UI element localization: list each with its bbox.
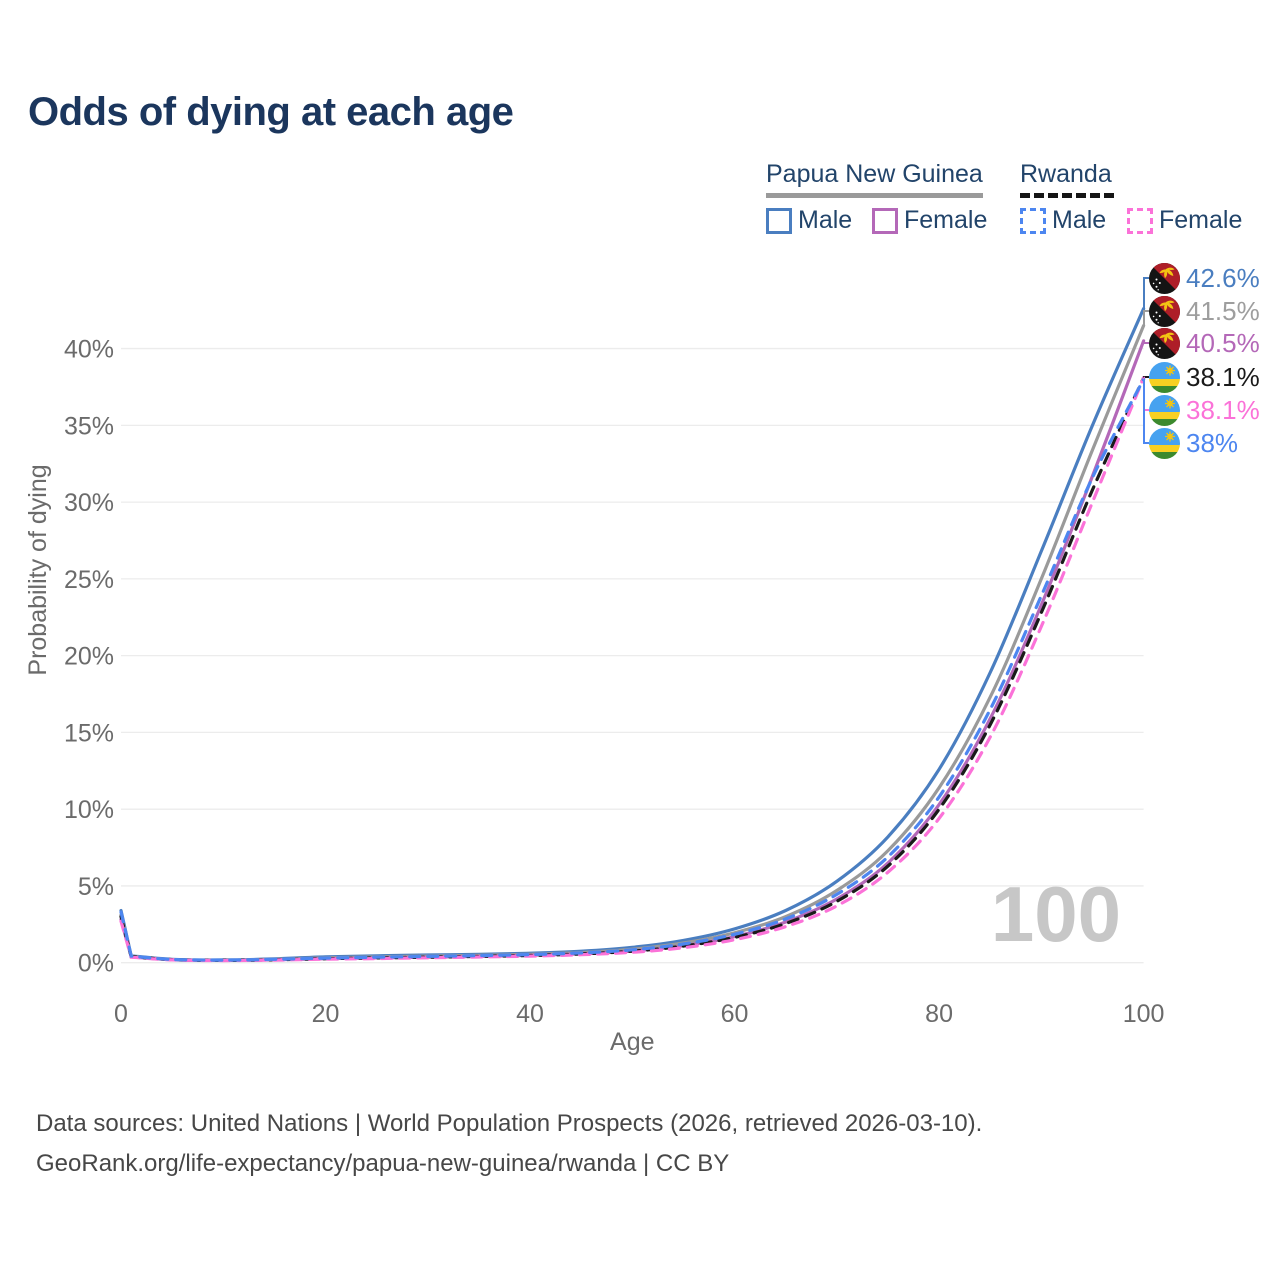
rwanda-male-swatch-icon <box>1020 207 1046 234</box>
x-tick-label: 20 <box>312 1000 340 1028</box>
x-tick-label: 80 <box>925 1000 953 1028</box>
legend-item-label: Female <box>904 206 988 234</box>
page-title: Odds of dying at each age <box>28 90 514 134</box>
x-tick-label: 0 <box>114 1000 128 1028</box>
end-label-row[interactable]: 38.1% <box>1149 394 1260 426</box>
papua-new-guinea-flag-icon <box>1149 295 1180 327</box>
legend-country-label: Rwanda <box>1020 160 1112 188</box>
y-tick-label: 30% <box>64 489 114 517</box>
rwanda-flag-icon <box>1149 361 1180 393</box>
rwanda-flag-icon <box>1149 394 1180 426</box>
end-label-value: 38.1% <box>1186 394 1260 425</box>
end-label-connector <box>1143 277 1149 310</box>
end-label-value: 38.1% <box>1186 361 1260 392</box>
end-label-row[interactable]: 40.5% <box>1149 327 1260 359</box>
png-female-swatch-icon <box>872 207 898 234</box>
end-label-connector <box>1143 378 1149 444</box>
x-tick-label: 40 <box>516 1000 544 1028</box>
legend-country-label: Papua New Guinea <box>766 160 983 188</box>
end-label-row[interactable]: 41.5% <box>1149 295 1260 327</box>
series-line-papua-new-guinea-combined[interactable] <box>119 324 1146 962</box>
y-axis-title: Probability of dying <box>24 464 52 675</box>
series-line-rwanda-female[interactable] <box>119 376 1146 963</box>
end-label-row[interactable]: 38% <box>1149 427 1239 459</box>
x-tick-label: 60 <box>721 1000 749 1028</box>
end-label-row[interactable]: 42.6% <box>1149 262 1260 294</box>
x-axis-title: Age <box>610 1028 654 1056</box>
y-tick-label: 0% <box>78 950 114 978</box>
end-label-value: 38% <box>1186 427 1239 458</box>
png-male-swatch-icon <box>766 207 792 234</box>
end-label-value: 42.6% <box>1186 262 1260 293</box>
end-label-value: 41.5% <box>1186 295 1260 326</box>
y-tick-label: 20% <box>64 643 114 671</box>
data-source-footer: Data sources: United Nations | World Pop… <box>36 1104 982 1184</box>
series-line-papua-new-guinea-female[interactable] <box>119 339 1146 963</box>
rwanda-flag-icon <box>1149 427 1180 459</box>
legend-item-label: Male <box>798 206 853 234</box>
end-label-connector <box>1143 310 1149 327</box>
data-source-line: Data sources: United Nations | World Pop… <box>36 1110 983 1137</box>
rwanda-female-swatch-icon <box>1127 207 1153 234</box>
y-tick-label: 35% <box>64 412 114 440</box>
attribution-line: GeoRank.org/life-expectancy/papua-new-gu… <box>36 1150 730 1177</box>
y-tick-label: 40% <box>64 336 114 364</box>
end-label-connector <box>1143 339 1149 344</box>
legend-item-png-female[interactable]: Female <box>872 206 987 235</box>
series-line-papua-new-guinea-male[interactable] <box>119 307 1146 962</box>
legend-country-papua-new-guinea[interactable]: Papua New Guinea <box>766 160 983 198</box>
y-tick-label: 25% <box>64 566 114 594</box>
y-tick-label: 5% <box>78 873 114 901</box>
end-label-row[interactable]: 38.1% <box>1149 361 1260 393</box>
age-watermark: 100 <box>991 870 1121 958</box>
legend-country-rwanda[interactable]: Rwanda <box>1020 160 1114 198</box>
series-line-rwanda-male[interactable] <box>119 377 1146 962</box>
legend-item-rwanda-male[interactable]: Male <box>1020 206 1106 235</box>
x-tick-label: 100 <box>1123 1000 1165 1028</box>
legend-item-label: Female <box>1159 206 1243 234</box>
legend-item-label: Male <box>1052 206 1107 234</box>
y-tick-label: 10% <box>64 796 114 824</box>
end-label-value: 40.5% <box>1186 327 1260 358</box>
papua-new-guinea-flag-icon <box>1149 262 1180 294</box>
y-tick-label: 15% <box>64 719 114 747</box>
papua-new-guinea-flag-icon <box>1149 327 1180 359</box>
legend-item-rwanda-female[interactable]: Female <box>1127 206 1242 235</box>
legend-item-png-male[interactable]: Male <box>766 206 852 235</box>
